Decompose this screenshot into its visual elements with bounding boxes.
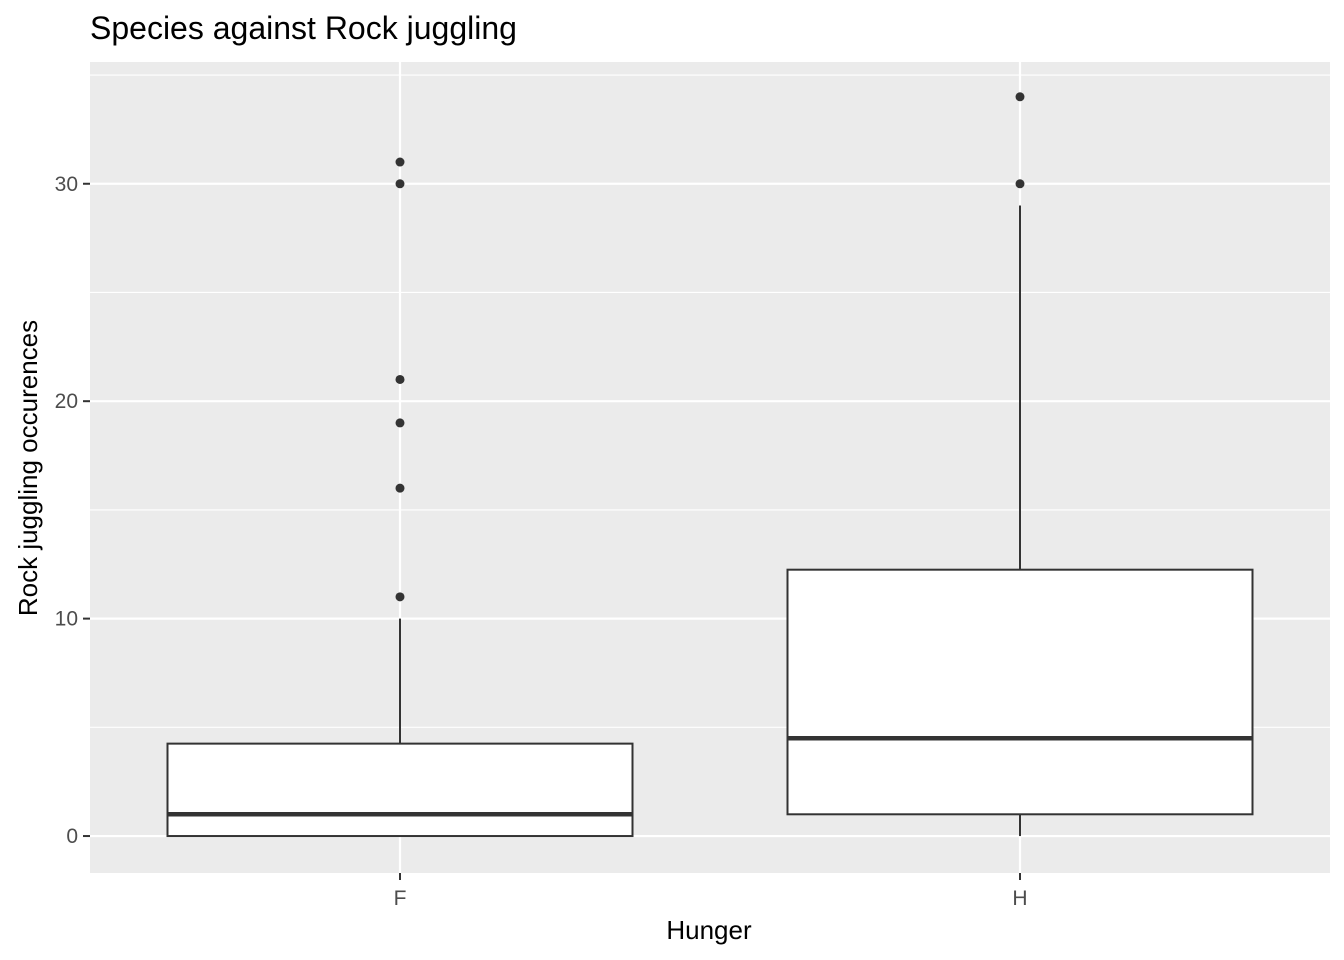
box-iqr bbox=[786, 568, 1254, 816]
box-iqr bbox=[166, 742, 634, 838]
y-tick-label: 0 bbox=[66, 825, 78, 848]
y-axis-title: Rock juggling occurences bbox=[13, 320, 43, 616]
outlier-point bbox=[395, 483, 405, 493]
y-tick-label: 10 bbox=[55, 608, 78, 631]
boxplot-H bbox=[786, 92, 1254, 837]
box-series bbox=[166, 92, 1254, 838]
outlier-point bbox=[395, 418, 405, 428]
outlier-point bbox=[1015, 92, 1025, 102]
outlier-point bbox=[395, 179, 405, 189]
chart-title: Species against Rock juggling bbox=[90, 10, 517, 46]
y-tick-label: 30 bbox=[55, 173, 78, 196]
y-tick-label: 20 bbox=[55, 390, 78, 413]
x-tick-label: H bbox=[1012, 887, 1027, 910]
outlier-point bbox=[395, 157, 405, 167]
outlier-point bbox=[395, 592, 405, 602]
outlier-point bbox=[1015, 179, 1025, 189]
outlier-point bbox=[395, 374, 405, 384]
boxplot-F bbox=[166, 157, 634, 838]
x-axis-title: Hunger bbox=[666, 915, 752, 945]
y-axis: 0 10 20 30 bbox=[55, 173, 90, 848]
x-tick-label: F bbox=[394, 887, 407, 910]
